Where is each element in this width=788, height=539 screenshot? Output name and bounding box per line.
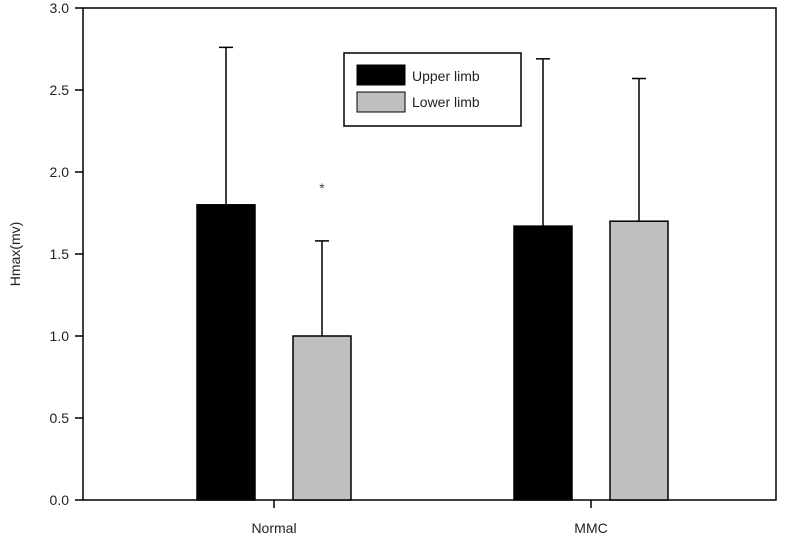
significance-marker: * bbox=[319, 180, 325, 196]
legend-swatch-lower-limb bbox=[356, 91, 406, 113]
y-tick-label: 0.0 bbox=[50, 492, 70, 508]
y-tick-label: 0.5 bbox=[50, 410, 70, 426]
x-tick-label: Normal bbox=[251, 520, 296, 536]
error-bars bbox=[219, 46, 646, 336]
y-tick-label: 1.5 bbox=[50, 246, 70, 262]
y-tick-label: 2.5 bbox=[50, 82, 70, 98]
legend-box bbox=[343, 52, 522, 127]
bars bbox=[196, 204, 669, 501]
annotations: * bbox=[319, 180, 325, 196]
legend-label-lower-limb: Lower limb bbox=[412, 94, 480, 110]
y-tick-label: 2.0 bbox=[50, 164, 70, 180]
x-axis: Normal MMC bbox=[251, 500, 608, 536]
x-tick-label: MMC bbox=[574, 520, 607, 536]
y-tick-label: 3.0 bbox=[50, 0, 70, 16]
y-tick-label: 1.0 bbox=[50, 328, 70, 344]
y-axis-title: Hmax(mv) bbox=[7, 222, 23, 287]
bar-normal-lower-limb bbox=[292, 335, 352, 501]
bar-mmc-upper-limb bbox=[513, 225, 573, 501]
bar-mmc-lower-limb bbox=[609, 220, 669, 501]
legend: Upper limb Lower limb bbox=[343, 52, 522, 127]
y-axis: 0.0 0.5 1.0 1.5 2.0 2.5 3.0 bbox=[50, 0, 83, 508]
legend-label-upper-limb: Upper limb bbox=[412, 68, 480, 84]
legend-swatch-upper-limb bbox=[356, 64, 406, 86]
bar-normal-upper-limb bbox=[196, 204, 256, 501]
